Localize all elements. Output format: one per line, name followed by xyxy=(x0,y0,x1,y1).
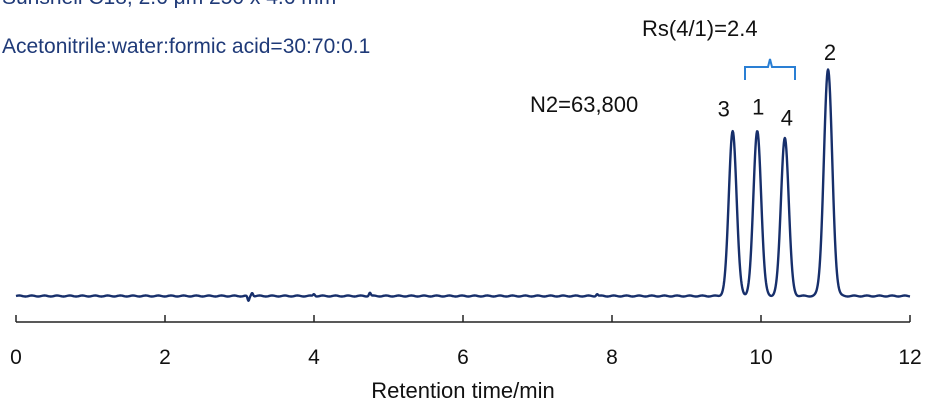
chromatogram-trace xyxy=(16,70,910,301)
peak-label-1: 1 xyxy=(752,95,764,120)
peak-label-3: 3 xyxy=(718,97,730,122)
x-tick-label: 0 xyxy=(10,346,22,369)
trace-layer xyxy=(16,70,910,301)
plate-count-annotation: N2=63,800 xyxy=(530,92,638,117)
resolution-bracket xyxy=(745,59,795,80)
peak-label-2: 2 xyxy=(824,40,836,65)
x-tick-label: 2 xyxy=(159,346,171,369)
x-axis: 0 2 4 6 8 10 12 xyxy=(10,315,922,369)
x-tick-label: 10 xyxy=(749,346,772,369)
x-tick-label: 4 xyxy=(308,346,320,369)
x-tick-label: 12 xyxy=(898,346,921,369)
x-tick-label: 8 xyxy=(606,346,618,369)
x-axis-label: Retention time/min xyxy=(371,378,554,403)
x-tick-label: 6 xyxy=(457,346,469,369)
peak-label-4: 4 xyxy=(781,105,793,130)
resolution-annotation: Rs(4/1)=2.4 xyxy=(642,16,758,41)
peak-labels: 3 1 4 2 xyxy=(718,40,837,130)
